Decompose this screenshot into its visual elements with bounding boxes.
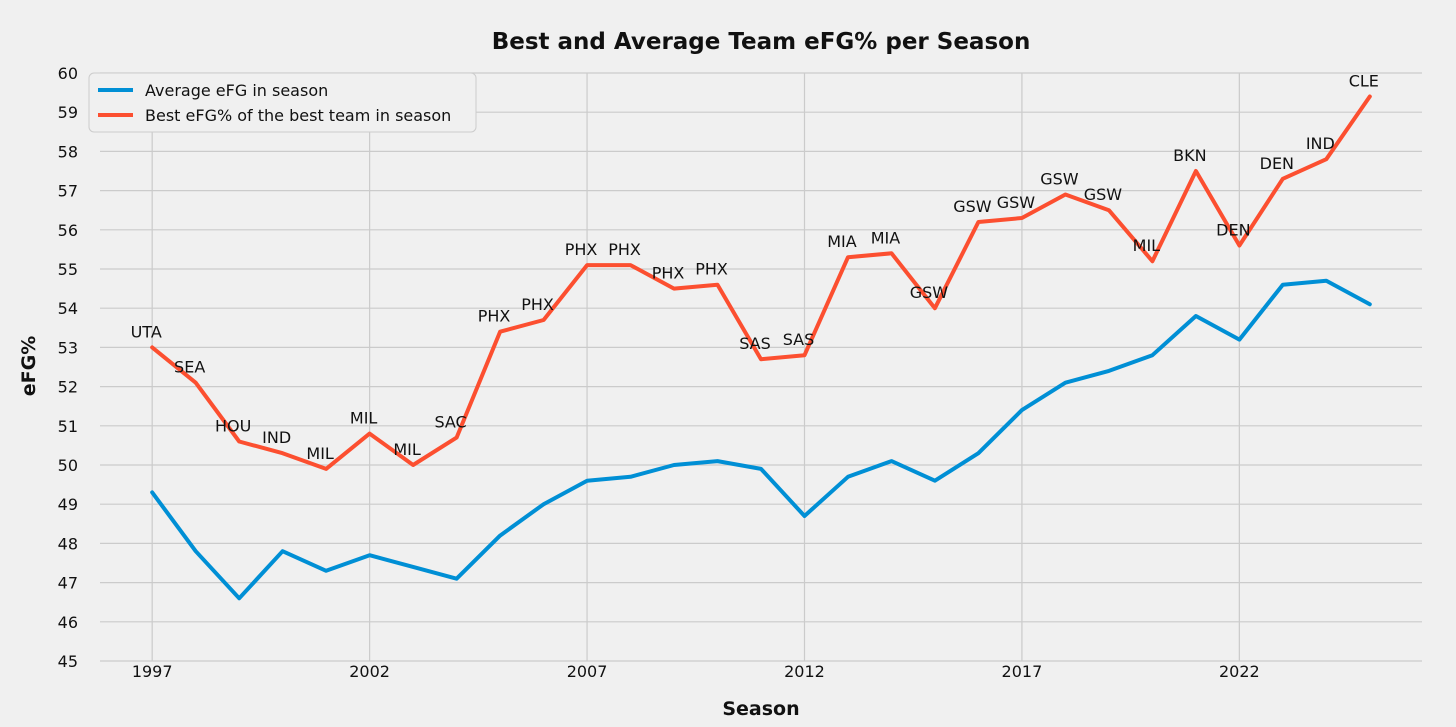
y-axis-ticks: 45 46 47 48 49 50 51 52 53 54 55 56 57 58 59 60 (58, 64, 78, 671)
point-label: CLE (1349, 72, 1379, 91)
y-tick-label: 53 (58, 338, 78, 357)
point-label: GSW (910, 283, 949, 302)
y-axis-label: eFG% (18, 336, 40, 397)
legend-box (88, 72, 477, 133)
legend-label-best: Best eFG% of the best team in season (145, 106, 451, 125)
point-label: MIL (393, 440, 421, 459)
x-tick-label: 2017 (1002, 662, 1043, 681)
point-label: DEN (1216, 220, 1250, 239)
x-tick-label: 2012 (784, 662, 825, 681)
point-label: MIL (306, 444, 334, 463)
point-label: SEA (174, 358, 205, 377)
y-tick-label: 52 (58, 378, 78, 397)
series-line-best (150, 94, 1372, 471)
point-label: GSW (1084, 185, 1123, 204)
point-label: PHX (565, 240, 598, 259)
point-label: MIL (1133, 236, 1161, 255)
point-label: IND (1306, 134, 1335, 153)
series-lines (150, 94, 1372, 601)
point-label: PHX (652, 264, 685, 283)
y-tick-label: 48 (58, 534, 78, 553)
x-tick-label: 1997 (132, 662, 173, 681)
y-tick-label: 60 (58, 64, 78, 83)
point-label: MIL (350, 409, 378, 428)
point-label: PHX (478, 307, 511, 326)
point-label: DEN (1260, 154, 1294, 173)
y-tick-label: 46 (58, 613, 78, 632)
x-tick-label: 2007 (567, 662, 608, 681)
y-tick-label: 49 (58, 495, 78, 514)
legend: Average eFG in season Best eFG% of the b… (88, 72, 477, 133)
point-label: SAC (434, 413, 466, 432)
point-label: GSW (1040, 170, 1079, 189)
point-label: IND (262, 428, 291, 447)
point-label: MIA (827, 232, 857, 251)
point-labels: UTA SEA HOU IND MIL MIL MIL SAC PHX PHX PHX PHX PHX P… (131, 72, 1379, 463)
point-label: PHX (521, 295, 554, 314)
y-tick-label: 58 (58, 142, 78, 161)
y-tick-label: 56 (58, 221, 78, 240)
point-label: SAS (783, 330, 815, 349)
y-tick-label: 51 (58, 417, 78, 436)
y-tick-label: 54 (58, 299, 78, 318)
y-tick-label: 57 (58, 182, 78, 201)
point-label: SAS (739, 334, 771, 353)
legend-label-average: Average eFG in season (145, 81, 328, 100)
y-tick-label: 55 (58, 260, 78, 279)
point-label: PHX (608, 240, 641, 259)
point-label: GSW (953, 197, 992, 216)
series-line-average (150, 278, 1372, 601)
point-label: UTA (131, 322, 162, 341)
x-tick-label: 2022 (1219, 662, 1260, 681)
point-label: HOU (215, 416, 251, 435)
y-tick-label: 47 (58, 574, 78, 593)
y-tick-label: 50 (58, 456, 78, 475)
point-label: PHX (695, 260, 728, 279)
point-label: BKN (1173, 146, 1206, 165)
x-tick-label: 2002 (349, 662, 390, 681)
chart-title: Best and Average Team eFG% per Season (492, 29, 1031, 55)
x-axis-label: Season (722, 698, 799, 720)
y-tick-label: 45 (58, 652, 78, 671)
grid (100, 72, 1422, 662)
point-label: MIA (871, 228, 901, 247)
point-label: GSW (997, 193, 1036, 212)
x-axis-ticks: 1997 2002 2007 2012 2017 2022 (132, 662, 1260, 681)
y-tick-label: 59 (58, 103, 78, 122)
